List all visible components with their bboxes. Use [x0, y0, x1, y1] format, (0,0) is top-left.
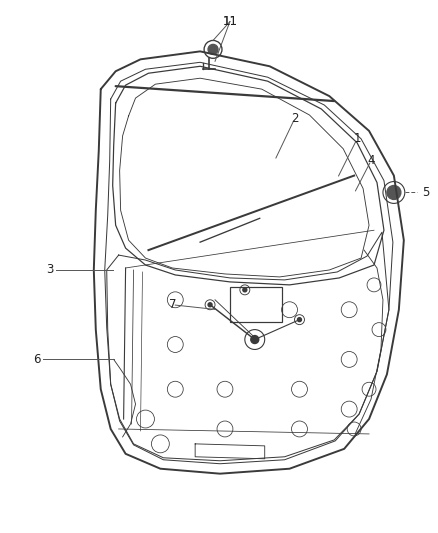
- Circle shape: [387, 185, 401, 199]
- Text: 11: 11: [223, 15, 237, 28]
- Bar: [230, 287, 282, 321]
- Text: 6: 6: [33, 353, 40, 366]
- Text: 2: 2: [291, 112, 298, 125]
- Text: 3: 3: [46, 263, 53, 277]
- Text: 1: 1: [353, 132, 361, 146]
- Circle shape: [208, 303, 212, 307]
- Circle shape: [243, 288, 247, 292]
- Text: 4: 4: [367, 154, 375, 167]
- Text: 5: 5: [422, 186, 429, 199]
- Text: 11: 11: [223, 15, 237, 28]
- Circle shape: [297, 318, 301, 321]
- Circle shape: [251, 336, 259, 343]
- Text: 7: 7: [169, 298, 176, 311]
- Circle shape: [208, 44, 218, 54]
